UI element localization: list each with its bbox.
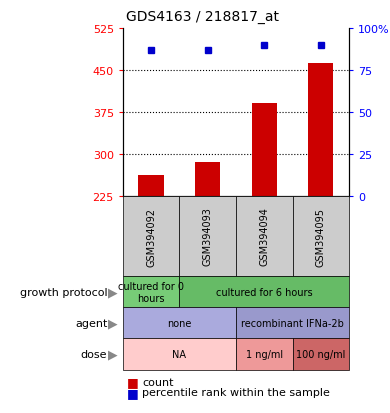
Bar [138,176,164,196]
Text: GSM394092: GSM394092 [146,207,156,266]
Bar [252,104,277,196]
Bar [236,196,292,277]
Text: ▶: ▶ [108,286,118,299]
Text: cultured for 6 hours: cultured for 6 hours [216,287,312,297]
Bar [179,277,349,308]
Bar [292,196,349,277]
Text: GSM394095: GSM394095 [316,207,326,266]
Text: recombinant IFNa-2b: recombinant IFNa-2b [241,318,344,328]
Text: 100 ng/ml: 100 ng/ml [296,349,346,359]
Text: dose: dose [81,349,107,359]
Text: GSM394094: GSM394094 [259,207,269,266]
Text: NA: NA [172,349,186,359]
Text: agent: agent [75,318,107,328]
Text: growth protocol: growth protocol [20,287,107,297]
Text: cultured for 0
hours: cultured for 0 hours [118,281,184,303]
Text: none: none [167,318,191,328]
Bar [123,196,179,277]
Text: 1 ng/ml: 1 ng/ml [246,349,283,359]
Text: ▶: ▶ [108,317,118,330]
Text: ■: ■ [127,375,138,389]
Bar [236,339,292,370]
Text: count: count [142,377,174,387]
Bar [292,339,349,370]
Bar [236,308,349,339]
Bar [179,196,236,277]
Text: GSM394093: GSM394093 [203,207,213,266]
Text: GDS4163 / 218817_at: GDS4163 / 218817_at [126,10,279,24]
Text: percentile rank within the sample: percentile rank within the sample [142,387,330,397]
Text: ■: ■ [127,386,138,399]
Bar [123,339,236,370]
Text: ▶: ▶ [108,348,118,361]
Bar [123,277,179,308]
Bar [195,163,220,196]
Bar [123,308,236,339]
Bar [308,64,333,196]
